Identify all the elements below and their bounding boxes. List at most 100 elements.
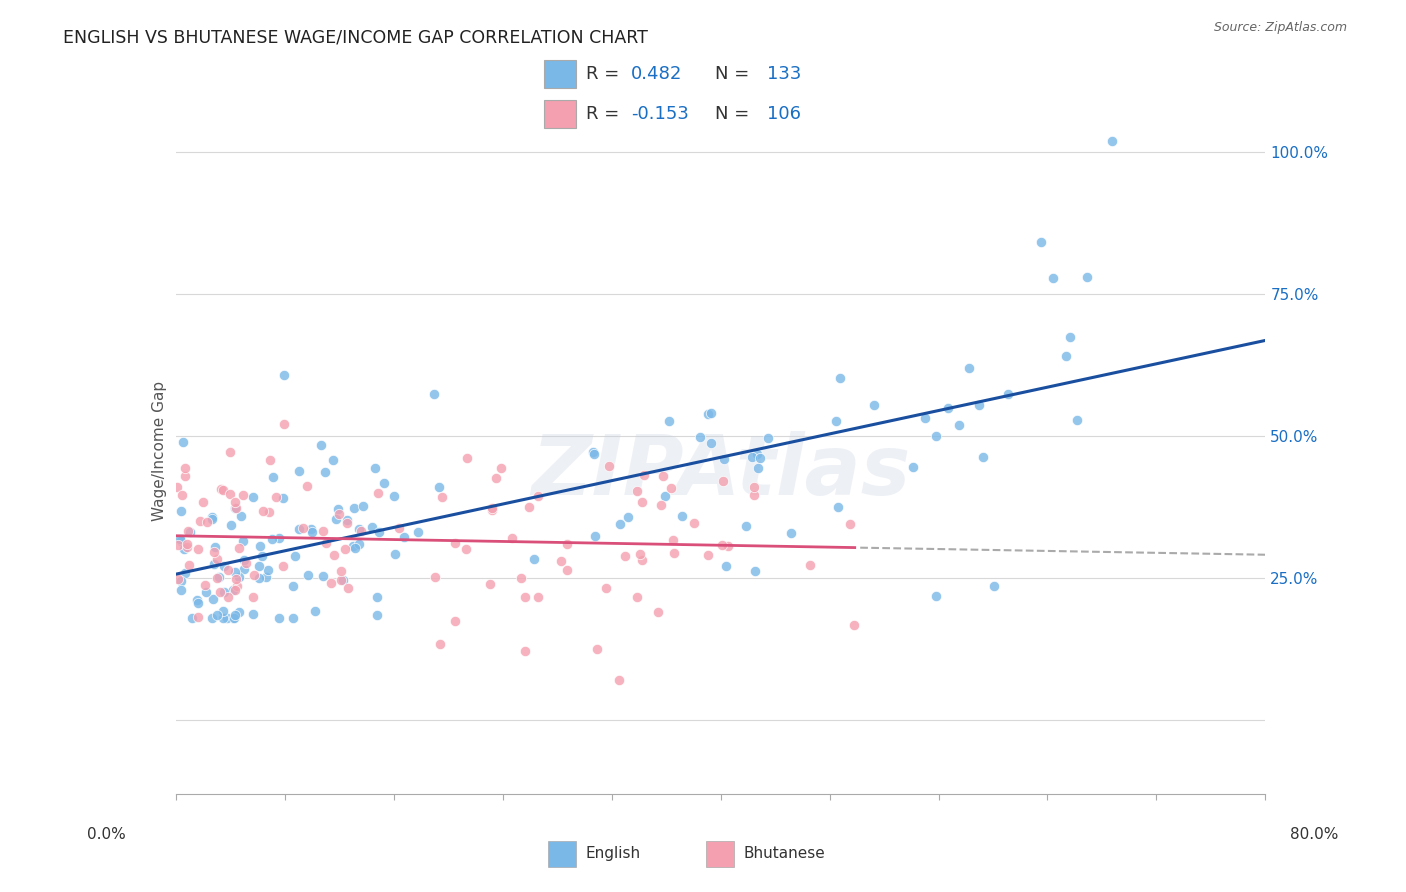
Point (172, 488, 194, 502)
Point (201, 511, 224, 525)
Point (224, 582, 246, 597)
Point (513, 644, 536, 658)
Point (485, 471, 508, 485)
Point (201, 611, 224, 625)
Point (734, 519, 756, 533)
Point (228, 605, 250, 619)
Point (181, 611, 204, 625)
Point (233, 562, 256, 576)
Point (328, 507, 350, 521)
Point (509, 571, 531, 585)
Point (301, 524, 323, 539)
Point (325, 512, 347, 526)
Point (456, 451, 478, 466)
Point (187, 596, 209, 610)
Point (264, 490, 287, 504)
Point (215, 611, 238, 625)
Text: N =: N = (716, 65, 755, 84)
Point (662, 546, 685, 560)
Point (187, 541, 209, 556)
Bar (544, 100, 576, 128)
Point (342, 500, 364, 515)
Point (1076, 270, 1098, 285)
Point (235, 556, 257, 570)
Point (176, 540, 198, 554)
Point (335, 541, 357, 556)
Point (683, 516, 706, 530)
Point (617, 510, 640, 524)
Text: 0.0%: 0.0% (87, 827, 127, 841)
Point (936, 401, 959, 415)
Point (481, 500, 503, 515)
Point (443, 535, 465, 549)
Point (364, 460, 387, 475)
Point (188, 514, 211, 528)
Point (186, 592, 208, 607)
Point (195, 585, 218, 599)
Point (209, 482, 232, 496)
Bar (548, 840, 576, 867)
Point (224, 608, 246, 623)
Point (742, 480, 765, 494)
Point (217, 563, 239, 577)
Point (658, 414, 681, 428)
Point (799, 558, 821, 573)
Point (219, 445, 242, 459)
Point (713, 451, 735, 466)
Point (254, 569, 277, 583)
Point (454, 541, 477, 556)
Point (749, 450, 772, 465)
Point (366, 591, 388, 605)
Point (711, 474, 734, 488)
Point (202, 545, 225, 559)
Point (361, 520, 384, 534)
Point (332, 574, 354, 588)
Point (384, 547, 406, 561)
Point (654, 489, 676, 503)
Point (247, 559, 270, 574)
Point (394, 530, 416, 544)
Point (267, 611, 290, 625)
Point (652, 469, 675, 483)
Point (696, 407, 718, 421)
Point (839, 517, 862, 532)
Point (429, 637, 451, 651)
Point (201, 591, 224, 606)
Text: ENGLISH VS BHUTANESE WAGE/INCOME GAP CORRELATION CHART: ENGLISH VS BHUTANESE WAGE/INCOME GAP COR… (63, 29, 648, 46)
Point (741, 450, 763, 464)
Point (228, 570, 250, 584)
Point (349, 522, 371, 536)
Point (222, 611, 245, 625)
Text: English: English (586, 847, 641, 861)
Y-axis label: Wage/Income Gap: Wage/Income Gap (152, 380, 167, 521)
Point (347, 537, 370, 551)
Point (780, 525, 803, 540)
Point (366, 607, 388, 622)
Point (219, 487, 242, 501)
Point (368, 525, 391, 540)
Point (967, 399, 990, 413)
Point (489, 461, 512, 475)
Point (523, 552, 546, 566)
Text: -0.153: -0.153 (631, 104, 689, 123)
Point (598, 459, 620, 474)
Point (208, 570, 231, 584)
Point (322, 548, 344, 562)
Point (322, 452, 344, 467)
Point (827, 500, 849, 514)
Point (222, 611, 245, 625)
Point (342, 539, 364, 553)
Text: 133: 133 (768, 65, 801, 84)
Point (267, 531, 290, 545)
Point (232, 488, 254, 502)
Point (226, 579, 249, 593)
Point (283, 579, 305, 593)
Point (756, 432, 779, 446)
Point (830, 371, 852, 385)
Point (176, 537, 198, 551)
Point (329, 573, 352, 587)
Point (309, 437, 332, 451)
Point (271, 559, 294, 574)
Point (242, 490, 264, 504)
Point (205, 571, 228, 585)
